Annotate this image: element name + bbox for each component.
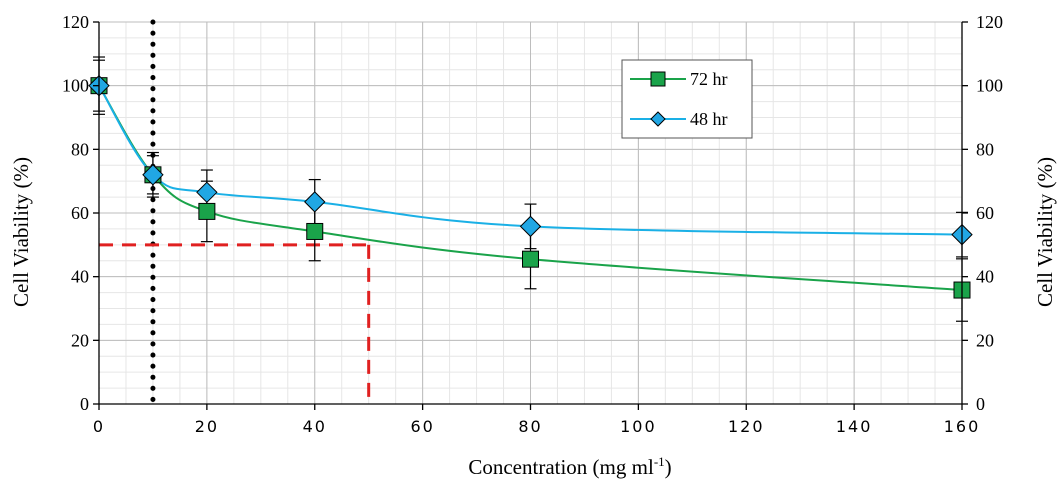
x-tick-label: 0 [93, 417, 105, 436]
data-point-72hr [306, 222, 324, 240]
y-tick-label-left: 0 [80, 394, 89, 414]
y-tick-label-right: 0 [976, 394, 985, 414]
x-tick-label: 80 [518, 417, 542, 436]
x-tick-label: 140 [836, 417, 873, 436]
data-point-72hr [198, 202, 216, 220]
x-axis-title: Concentration (mg ml-1) [468, 454, 671, 479]
data-point-48hr [142, 164, 164, 186]
y-tick-label-right: 80 [976, 139, 994, 159]
y-tick-label-right: 40 [976, 267, 994, 287]
x-tick-label: 40 [303, 417, 327, 436]
x-tick-label: 20 [195, 417, 219, 436]
y-tick-label-right: 60 [976, 203, 994, 223]
x-tick-label: 160 [944, 417, 981, 436]
y-tick-label-left: 20 [71, 330, 89, 350]
y-tick-label-left: 80 [71, 139, 89, 159]
data-point-72hr [522, 250, 539, 268]
y-tick-label-left: 60 [71, 203, 89, 223]
data-point-48hr [519, 215, 542, 238]
y-tick-label-right: 20 [976, 330, 994, 350]
y-axis-title-left: Cell Viability (%) [9, 157, 33, 307]
reference-lines [99, 19, 371, 407]
grid-lines [98, 21, 963, 405]
y-tick-label-left: 100 [62, 76, 89, 96]
y-axis-title-right: Cell Viability (%) [1033, 157, 1057, 307]
x-tick-label: 60 [410, 417, 434, 436]
legend-label-72hr: 72 hr [690, 69, 728, 89]
axes [93, 21, 968, 410]
y-tick-label-left: 40 [71, 267, 89, 287]
data-point-48hr [196, 181, 218, 204]
y-tick-label-left: 120 [62, 12, 89, 32]
legend-label-48hr: 48 hr [690, 109, 728, 129]
y-tick-label-right: 100 [976, 76, 1003, 96]
data-point-48hr [304, 191, 326, 213]
legend: 72 hr 48 hr [621, 59, 753, 139]
x-tick-label: 120 [728, 417, 765, 436]
series-layer [88, 56, 973, 322]
x-tick-label: 100 [620, 417, 657, 436]
legend-marker-72hr [650, 71, 666, 87]
y-tick-label-right: 120 [976, 12, 1003, 32]
legend-box [621, 59, 753, 139]
legend-marker-48hr [650, 111, 666, 127]
